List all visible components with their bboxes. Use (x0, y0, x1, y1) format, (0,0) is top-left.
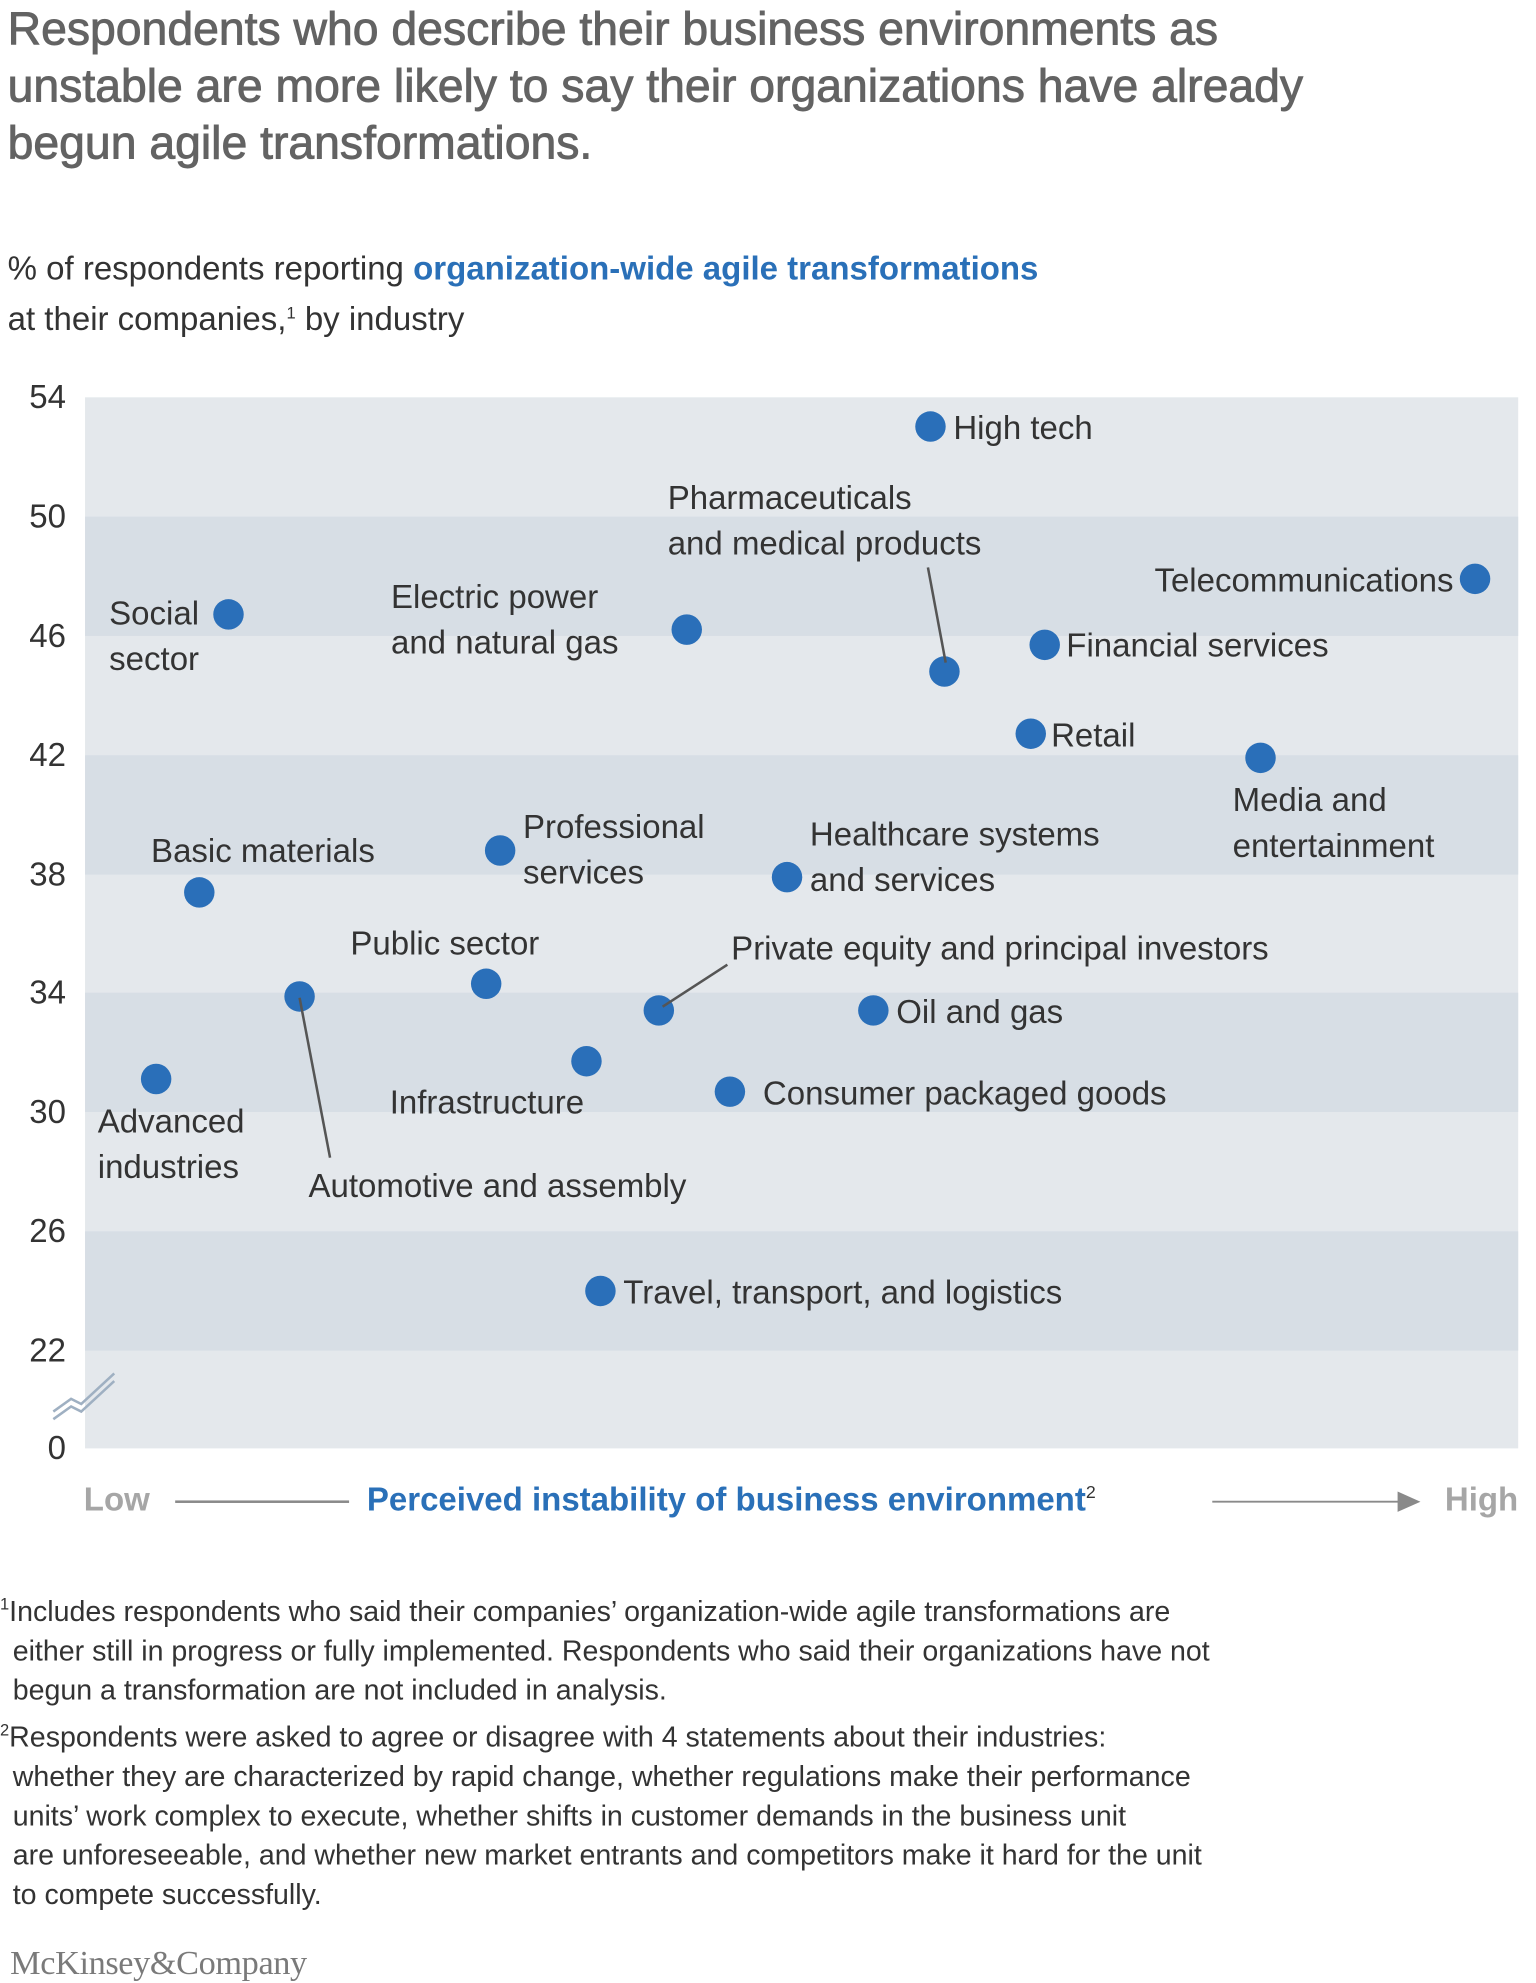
data-point (858, 995, 889, 1027)
x-axis-high-label: High (1444, 1480, 1519, 1519)
data-point-label: Electric power and natural gas (390, 577, 619, 662)
data-point (184, 876, 215, 908)
y-tick-label: 0 (47, 1428, 67, 1467)
data-point (671, 614, 703, 645)
y-tick-label: 30 (29, 1092, 67, 1131)
y-tick-label: 26 (29, 1211, 67, 1250)
data-point (714, 1076, 746, 1107)
data-point (213, 599, 244, 631)
footnote-mark: 2 (0, 1720, 10, 1740)
footnotes: 1Includes respondents who said their com… (0, 1584, 1210, 1914)
data-point (915, 411, 946, 443)
plot-band (85, 1231, 1519, 1351)
subtitle-text: at their companies, (7, 299, 287, 338)
axis-break-icon (52, 1372, 116, 1421)
data-point-label: Retail (1051, 715, 1136, 755)
data-point-label: High tech (953, 408, 1093, 447)
x-axis-low-label: Low (83, 1480, 150, 1519)
data-point-label: Consumer packaged goods (762, 1073, 1167, 1112)
data-point (643, 995, 674, 1027)
data-point (284, 980, 316, 1012)
data-point (585, 1275, 617, 1307)
footnote-mark: 1 (0, 1594, 10, 1614)
data-point-label: Travel, transport, and logistics (623, 1273, 1063, 1312)
footnote-line: are unforeseeable, and whether new marke… (13, 1836, 1210, 1875)
title-line: Respondents who describe their business … (7, 2, 1219, 55)
y-tick-label: 38 (29, 854, 67, 893)
data-point-label: Private equity and principal investors (731, 929, 1269, 968)
data-point (929, 656, 961, 687)
data-point (772, 861, 803, 893)
footnote-text: units’ work complex to execute, whether … (12, 1800, 1127, 1832)
footnote-line: 1Includes respondents who said their com… (0, 1584, 1210, 1631)
data-point-label: Financial services (1066, 625, 1329, 664)
mckinsey-logo: McKinsey&Company (10, 1943, 307, 1982)
footnote-line: 2Respondents were asked to agree or disa… (0, 1710, 1210, 1757)
subtitle-highlight: organization-wide agile transformations (413, 248, 1039, 287)
footnote-ref: 2 (1085, 1481, 1096, 1502)
data-point (141, 1064, 172, 1095)
chart-title: Respondents who describe their business … (7, 0, 1304, 171)
footnote-text: are unforeseeable, and whether new marke… (12, 1839, 1202, 1872)
footnote-text: either still in progress or fully implem… (12, 1634, 1210, 1667)
data-point (1030, 629, 1061, 660)
y-tick-label: 42 (29, 735, 67, 774)
footnote-text: Respondents were asked to agree or disag… (9, 1721, 1107, 1754)
data-point-label: Professional services (522, 807, 705, 892)
data-point-label: Telecommunications (1154, 561, 1454, 600)
subtitle-text: % of respondents reporting (7, 248, 414, 287)
data-point-label: Social sector (109, 594, 200, 678)
subtitle-text: by industry (295, 299, 465, 338)
data-point (1459, 563, 1491, 595)
data-point-label: Basic materials (151, 831, 375, 870)
plot-band (85, 754, 1519, 874)
title-line: begun agile transformations. (7, 116, 593, 169)
data-point-label: Advanced industries (97, 1101, 245, 1186)
data-point (571, 1046, 602, 1077)
x-axis-title-text: Perceived instability of business enviro… (366, 1480, 1086, 1519)
data-point (1244, 742, 1276, 774)
data-point-label: Media and entertainment (1232, 780, 1435, 865)
footnote-text: whether they are characterized by rapid … (12, 1760, 1191, 1793)
footnote-line: units’ work complex to execute, whether … (13, 1796, 1210, 1835)
x-axis-arrow-icon (1212, 1491, 1421, 1512)
data-point-label: Infrastructure (389, 1082, 585, 1121)
footnote-text: to compete successfully. (12, 1878, 322, 1911)
footnote-line: to compete successfully. (13, 1875, 1210, 1914)
plot-band (85, 516, 1519, 636)
y-tick-label: 22 (29, 1330, 67, 1370)
y-tick-label: 54 (29, 377, 67, 416)
chart-subtitle: % of respondents reporting organization-… (8, 245, 1039, 341)
footnote-text: Includes respondents who said their comp… (9, 1595, 1171, 1628)
y-tick-label: 50 (29, 496, 67, 535)
data-point-label: Healthcare systems and services (809, 814, 1100, 899)
data-point-label: Oil and gas (896, 992, 1064, 1031)
footnote-line: either still in progress or fully implem… (13, 1631, 1210, 1670)
data-point (485, 834, 516, 866)
data-point-label: Automotive and assembly (308, 1166, 687, 1205)
data-point-label: Public sector (350, 924, 540, 963)
data-point-label: Pharmaceuticals and medical products (667, 478, 982, 563)
footnote-ref: 1 (286, 303, 296, 323)
footnote-line: whether they are characterized by rapid … (13, 1757, 1210, 1796)
footnote-line: begun a transformation are not included … (13, 1671, 1210, 1710)
y-tick-label: 34 (29, 973, 67, 1012)
x-axis: Low Perceived instability of business en… (0, 1480, 1536, 1523)
footnote-text: begun a transformation are not included … (12, 1674, 667, 1707)
title-line: unstable are more likely to say their or… (7, 59, 1304, 112)
x-axis-title: Perceived instability of business enviro… (367, 1480, 1096, 1519)
data-point (471, 968, 502, 1000)
y-tick-label: 46 (29, 615, 67, 655)
data-point (1015, 718, 1047, 750)
x-axis-line-left (175, 1500, 350, 1503)
